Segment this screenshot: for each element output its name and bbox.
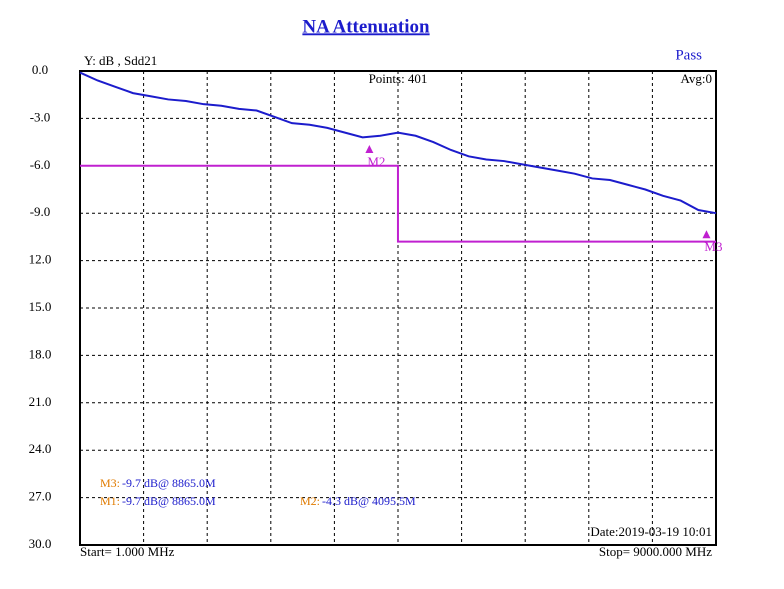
- readout-text: -9.7 dB@ 8865.0M: [122, 494, 216, 508]
- marker-label: M2: [367, 154, 385, 169]
- y-tick-label: -3.0: [30, 109, 51, 124]
- chart-title: NA Attenuation: [302, 16, 430, 37]
- y-tick-label: -6.0: [30, 157, 51, 172]
- marker: [702, 230, 711, 239]
- avg-text: Avg:0: [680, 71, 712, 86]
- readout-name: M1:: [100, 494, 120, 508]
- start-text: Start= 1.000 MHz: [80, 544, 175, 559]
- marker: [365, 144, 374, 153]
- y-tick-label: -9.0: [30, 204, 51, 219]
- marker-label: M3: [704, 239, 722, 254]
- y-tick-label: 0.0: [32, 62, 48, 77]
- plot-border: [79, 70, 717, 546]
- y-tick-label: 21.0: [29, 394, 52, 409]
- y-tick-label: 15.0: [29, 299, 52, 314]
- readout-text: -4.3 dB@ 4095.5M: [322, 494, 416, 508]
- date-text: Date:2019-03-19 10:01: [590, 524, 712, 539]
- y-tick-label: 24.0: [29, 441, 52, 456]
- y-tick-label: 12.0: [29, 252, 52, 267]
- stop-text: Stop= 9000.000 MHz: [599, 544, 712, 559]
- y-tick-label: 18.0: [29, 346, 52, 361]
- readout-name: M2:: [300, 494, 320, 508]
- limit-line: [80, 164, 716, 243]
- trace: [79, 71, 717, 215]
- y-label: Y: dB , Sdd21: [84, 53, 157, 68]
- readout-text: -9.7 dB@ 8865.0M: [122, 476, 216, 490]
- y-tick-label: 27.0: [29, 489, 52, 504]
- readout-name: M3:: [100, 476, 120, 490]
- y-tick-label: 30.0: [29, 536, 52, 551]
- status: Pass: [675, 47, 702, 63]
